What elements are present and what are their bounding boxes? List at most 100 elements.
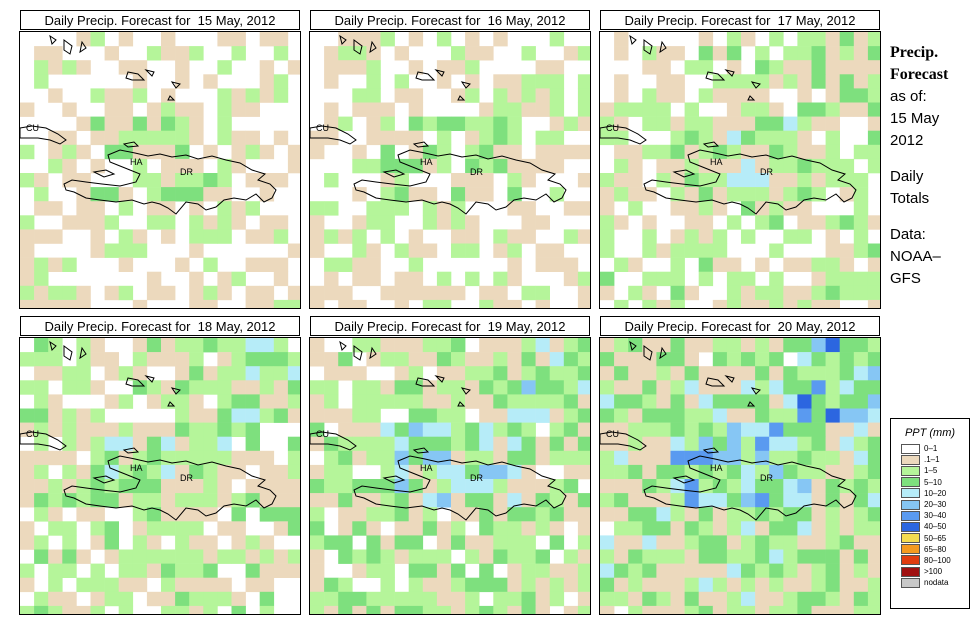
precip-cell xyxy=(62,464,77,480)
precip-cell xyxy=(104,116,119,131)
precip-cell xyxy=(741,102,756,117)
precip-cell xyxy=(549,338,565,353)
precip-cell xyxy=(712,243,728,258)
precip-cell xyxy=(132,507,148,522)
precip-cell xyxy=(90,450,105,466)
precip-cell xyxy=(684,577,699,593)
precip-cell xyxy=(231,422,246,437)
precip-cell xyxy=(769,299,784,308)
precip-cell xyxy=(422,285,438,301)
precip-cell xyxy=(273,549,289,564)
precip-cell xyxy=(366,243,381,258)
precip-cell xyxy=(394,479,409,494)
precip-cell xyxy=(422,299,438,308)
precip-cell xyxy=(465,243,480,258)
precip-cell xyxy=(62,521,77,536)
precip-cell xyxy=(712,201,728,216)
precip-cell xyxy=(670,187,685,202)
precip-cell xyxy=(132,479,148,494)
label-haiti: HA xyxy=(710,463,723,473)
precip-cell xyxy=(600,187,615,202)
precip-cell xyxy=(338,366,353,381)
precip-cell xyxy=(797,130,812,146)
precip-cell xyxy=(76,201,91,216)
precip-cell xyxy=(175,479,190,494)
precip-cell xyxy=(493,352,508,367)
precip-cell xyxy=(34,507,49,522)
legend-label: 40–50 xyxy=(924,522,947,532)
precip-cell xyxy=(797,187,812,202)
precip-cell xyxy=(755,563,770,578)
precip-cell xyxy=(684,116,699,131)
precip-cell xyxy=(535,577,550,593)
precip-cell xyxy=(867,605,880,614)
precip-cell xyxy=(422,116,438,131)
precip-cell xyxy=(380,338,395,353)
precip-cell xyxy=(352,436,367,452)
precip-cell xyxy=(352,158,367,174)
precip-cell xyxy=(161,285,176,301)
precip-cell xyxy=(642,450,657,466)
precip-cell xyxy=(493,450,508,466)
precip-cell xyxy=(783,422,798,437)
precip-cell xyxy=(259,60,275,75)
precip-cell xyxy=(712,299,728,308)
precip-cell xyxy=(493,88,508,103)
precip-cell xyxy=(670,436,685,452)
precip-cell xyxy=(408,102,424,117)
precip-cell xyxy=(366,158,381,174)
precip-cell xyxy=(422,158,438,174)
forecast-map: CU HA DR xyxy=(599,31,881,309)
precip-cell xyxy=(628,493,643,508)
precip-cell xyxy=(338,229,353,244)
label-cuba: CU xyxy=(606,429,619,439)
precip-cell xyxy=(769,436,784,452)
precip-cell xyxy=(161,102,176,117)
precip-cell xyxy=(507,352,522,367)
precip-cell xyxy=(670,507,685,522)
precip-cell xyxy=(132,338,148,353)
precip-cell xyxy=(394,187,409,202)
precip-cell xyxy=(712,257,728,272)
precip-cell xyxy=(628,158,643,174)
precip-cell xyxy=(104,366,119,381)
precip-cell xyxy=(577,102,590,117)
precip-cell xyxy=(287,380,300,395)
precip-cell xyxy=(203,187,218,202)
legend-swatch xyxy=(901,555,920,566)
precip-cell xyxy=(628,507,643,522)
precip-cell xyxy=(853,215,869,230)
precip-cell xyxy=(161,577,176,593)
precip-cell xyxy=(366,130,381,146)
precip-cell xyxy=(146,549,162,564)
label-cuba: CU xyxy=(606,123,619,133)
gonave-coastline xyxy=(92,475,116,484)
precip-cell xyxy=(132,116,148,131)
precip-cell xyxy=(755,464,770,480)
island-coastline xyxy=(705,377,726,387)
precip-cell xyxy=(577,285,590,301)
precip-cell xyxy=(577,380,590,395)
precip-cell xyxy=(577,271,590,287)
precip-cell xyxy=(600,338,615,353)
precip-cell xyxy=(867,243,880,258)
precip-cell xyxy=(600,243,615,258)
precip-cell xyxy=(203,493,218,508)
precip-cell xyxy=(189,535,204,550)
island-coastline xyxy=(339,340,347,351)
precip-cell xyxy=(712,605,728,614)
precip-cell xyxy=(479,285,494,301)
precip-cell xyxy=(352,271,367,287)
precip-cell xyxy=(287,394,300,409)
precip-cell xyxy=(104,102,119,117)
precip-cell xyxy=(366,257,381,272)
precip-cell xyxy=(712,479,728,494)
legend-swatch xyxy=(901,544,920,555)
precip-cell xyxy=(797,201,812,216)
precip-cell xyxy=(132,158,148,174)
precip-cell xyxy=(273,46,289,61)
precip-cell xyxy=(366,46,381,61)
island-coastline xyxy=(79,40,87,54)
precip-cell xyxy=(203,229,218,244)
precip-cell xyxy=(755,201,770,216)
